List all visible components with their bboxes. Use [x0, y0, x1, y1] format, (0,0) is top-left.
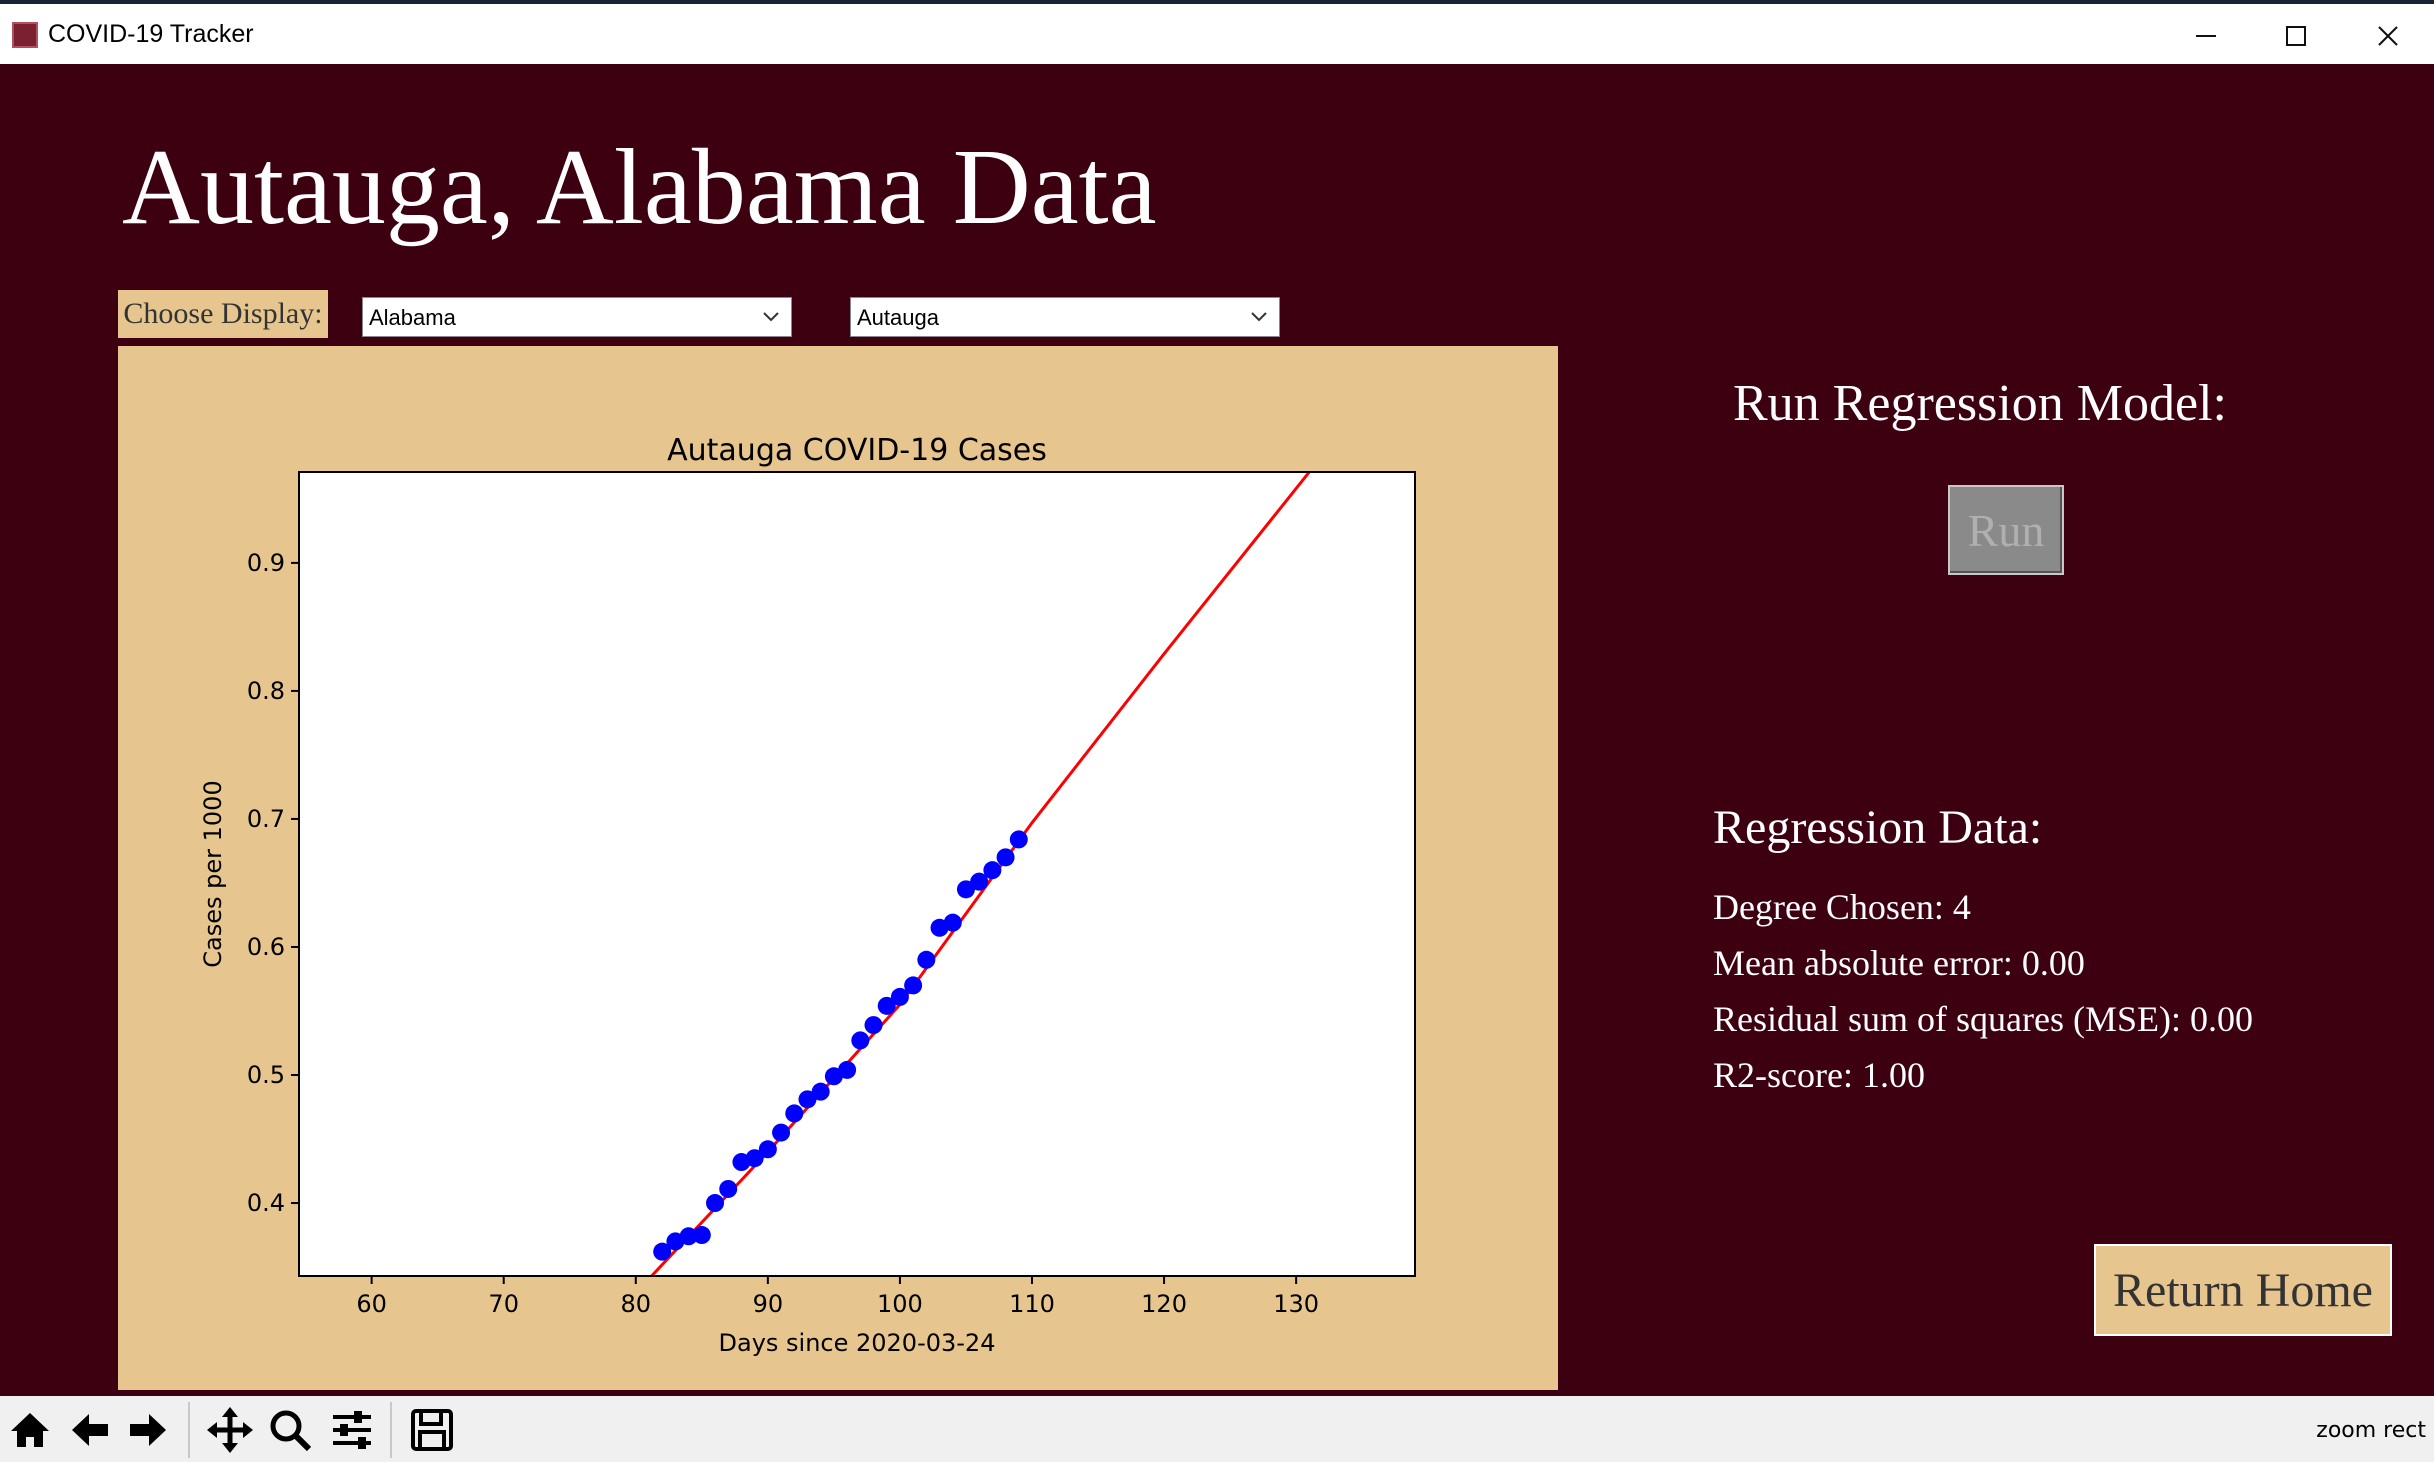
residual-sum-squares-text: Residual sum of squares (MSE): 0.00	[1713, 999, 2253, 1039]
data-point	[1009, 830, 1028, 849]
configure-icon[interactable]	[326, 1404, 378, 1456]
plot-frame	[298, 471, 1416, 1277]
y-tick-label: 0.4	[247, 1189, 285, 1217]
x-tick-label: 90	[753, 1290, 784, 1318]
plot-area	[299, 472, 1415, 1276]
page-title: Autauga, Alabama Data	[122, 128, 1157, 247]
data-point	[904, 976, 923, 995]
forward-arrow-icon[interactable]	[122, 1404, 174, 1456]
degree-chosen-text: Degree Chosen: 4	[1713, 887, 1971, 927]
x-tick-label: 120	[1141, 1290, 1187, 1318]
regression-fit-line	[650, 472, 1311, 1276]
data-point	[679, 1227, 698, 1246]
window-title-bar: COVID-19 Tracker	[0, 0, 2434, 64]
data-point	[851, 1031, 870, 1050]
x-tick-label: 110	[1009, 1290, 1055, 1318]
data-point	[943, 913, 962, 932]
y-tick-label: 0.7	[247, 805, 285, 833]
x-tick-label: 80	[621, 1290, 652, 1318]
y-tick-label: 0.8	[247, 677, 285, 705]
x-tick-label: 70	[488, 1290, 519, 1318]
chevron-down-icon	[763, 312, 779, 322]
mean-absolute-error-text: Mean absolute error: 0.00	[1713, 943, 2085, 983]
data-point	[798, 1090, 817, 1109]
data-point	[653, 1242, 672, 1261]
data-point	[864, 1016, 883, 1035]
y-axis-label: Cases per 1000	[199, 780, 227, 967]
close-icon[interactable]	[2348, 10, 2428, 62]
plot-toolbar: zoom rect	[0, 1396, 2434, 1462]
data-point	[970, 872, 989, 891]
y-tick-label: 0.5	[247, 1061, 285, 1089]
regression-data-heading: Regression Data:	[1713, 801, 2043, 854]
data-point	[785, 1104, 804, 1123]
data-point	[745, 1149, 764, 1168]
data-point	[838, 1060, 857, 1079]
save-icon[interactable]	[406, 1404, 458, 1456]
y-tick-label: 0.6	[247, 933, 285, 961]
data-point	[758, 1140, 777, 1159]
data-point	[983, 861, 1002, 880]
data-point	[956, 880, 975, 899]
state-select-value: Alabama	[369, 305, 456, 330]
choose-display-label: Choose Display:	[118, 290, 328, 338]
return-home-button[interactable]: Return Home	[2094, 1244, 2392, 1336]
data-point	[719, 1179, 738, 1198]
x-tick-label: 130	[1273, 1290, 1319, 1318]
state-select[interactable]: Alabama	[362, 297, 792, 337]
pan-icon[interactable]	[204, 1404, 256, 1456]
county-select[interactable]: Autauga	[850, 297, 1280, 337]
app-icon	[12, 22, 38, 48]
data-point	[811, 1082, 830, 1101]
toolbar-status-text: zoom rect	[2316, 1418, 2426, 1443]
y-tick-label: 0.9	[247, 549, 285, 577]
x-axis-label: Days since 2020-03-24	[719, 1329, 996, 1357]
minimize-icon[interactable]	[2166, 10, 2246, 62]
data-point	[692, 1226, 711, 1245]
toolbar-separator	[390, 1402, 392, 1458]
toolbar-separator	[188, 1402, 190, 1458]
x-tick-label: 100	[877, 1290, 923, 1318]
maximize-icon[interactable]	[2256, 10, 2336, 62]
chart-panel: 60 70 80 90 100 110 120 130 0.4 0.5 0.6 0.7 0.8 0.9 …	[118, 346, 1558, 1390]
main-area: Autauga, Alabama Data Choose Display: Al…	[0, 64, 2434, 1396]
x-tick-label: 60	[356, 1290, 387, 1318]
data-point	[917, 950, 936, 969]
run-button[interactable]: Run	[1948, 485, 2064, 575]
data-point	[877, 996, 896, 1015]
county-select-value: Autauga	[857, 305, 939, 330]
home-icon[interactable]	[4, 1404, 56, 1456]
window-title: COVID-19 Tracker	[48, 20, 254, 48]
back-arrow-icon[interactable]	[64, 1404, 116, 1456]
data-point	[706, 1194, 725, 1213]
data-point	[890, 987, 909, 1006]
chevron-down-icon	[1251, 312, 1267, 322]
run-regression-heading: Run Regression Model:	[1733, 375, 2227, 432]
zoom-icon[interactable]	[264, 1404, 316, 1456]
r2-score-text: R2-score: 1.00	[1713, 1055, 1925, 1095]
data-point	[996, 848, 1015, 867]
cases-chart[interactable]: 60 70 80 90 100 110 120 130 0.40.50.60.70.80.9 …	[118, 346, 1558, 1390]
chart-title: Autauga COVID-19 Cases	[667, 433, 1047, 468]
data-point	[772, 1123, 791, 1142]
